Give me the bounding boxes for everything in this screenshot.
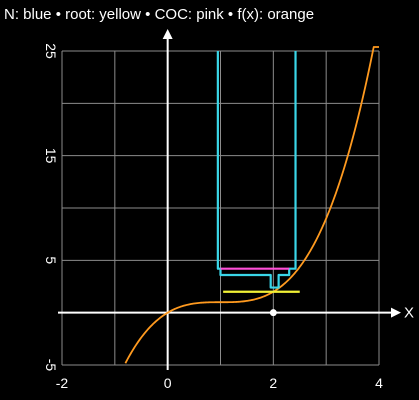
tick-labels: -2 0 2 4 -5 5 15 25 <box>43 43 383 391</box>
x-axis-label: X <box>404 305 414 322</box>
chart-legend: N: blue • root: yellow • COC: pink • f(x… <box>4 6 315 23</box>
root-marker <box>269 309 277 317</box>
x-tick-label: 0 <box>164 375 172 391</box>
x-tick-label: -2 <box>56 375 69 391</box>
y-tick-label: 25 <box>43 43 59 59</box>
y-tick-label: -5 <box>43 359 59 372</box>
y-axis-arrow <box>162 29 173 39</box>
x-tick-label: 4 <box>375 375 383 391</box>
series-f-line <box>124 46 379 364</box>
series-N-line <box>216 51 297 289</box>
grid-lines <box>61 50 380 366</box>
series-layer <box>124 46 379 364</box>
y-tick-label: 5 <box>43 256 59 264</box>
y-tick-label: 15 <box>43 148 59 164</box>
x-axis-arrow <box>391 307 401 318</box>
axes: X <box>58 29 414 370</box>
x-tick-label: 2 <box>269 375 277 391</box>
